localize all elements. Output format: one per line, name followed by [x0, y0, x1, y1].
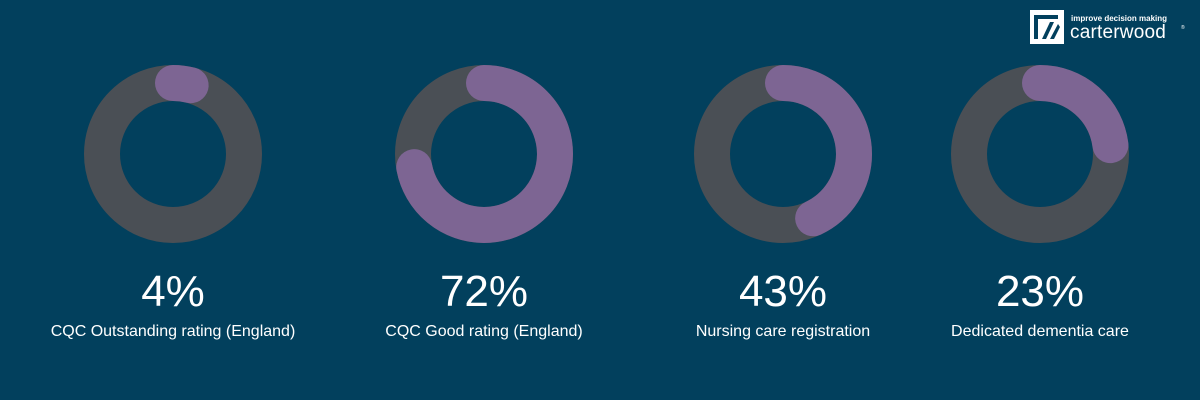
carterwood-logo: improve decision making carterwood ®: [1030, 10, 1190, 46]
logo-mark-icon: [1030, 10, 1064, 44]
donut-category-label: Nursing care registration: [695, 323, 871, 340]
donut-fill: [395, 65, 573, 243]
donut-svg: [694, 65, 872, 243]
donut-svg: [84, 65, 262, 243]
logo-tagline: improve decision making: [1071, 14, 1168, 23]
donut-track: [84, 65, 262, 243]
donut-value-label: 43%: [738, 267, 828, 316]
donut-fill: [951, 65, 1129, 243]
donut-fill: [84, 65, 262, 243]
donut-chart-dementia-care: 23% Dedicated dementia care: [890, 62, 1190, 352]
donut-category-label: CQC Good rating (England): [385, 323, 583, 340]
donut-fill: [694, 65, 872, 243]
donut-chart-cqc-outstanding: 4% CQC Outstanding rating (England): [23, 62, 323, 352]
donut-chart-cqc-good: 72% CQC Good rating (England): [334, 62, 634, 352]
donut-category-label: CQC Outstanding rating (England): [50, 323, 296, 340]
donut-svg: [951, 65, 1129, 243]
logo-registered-mark: ®: [1181, 25, 1185, 31]
donut-chart-nursing-care: 43% Nursing care registration: [633, 62, 933, 352]
logo-name: carterwood: [1070, 22, 1166, 43]
donut-svg: [395, 65, 573, 243]
donut-value-label: 72%: [439, 267, 529, 316]
donut-category-label: Dedicated dementia care: [951, 323, 1129, 340]
donut-value-label: 23%: [995, 267, 1085, 316]
donut-value-label: 4%: [141, 267, 205, 316]
